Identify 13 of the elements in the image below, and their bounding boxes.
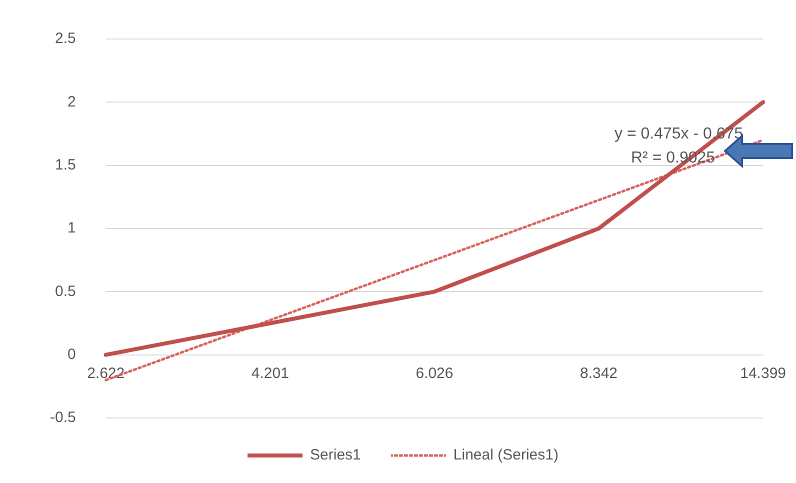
y-tick-label: 1: [68, 220, 76, 237]
x-tick-label: 6.026: [416, 364, 454, 382]
y-tick-label: 2.5: [54, 30, 76, 48]
y-tick-label: -0.5: [50, 409, 76, 426]
legend-label: Series1: [310, 446, 361, 464]
y-tick-label: 0.5: [54, 282, 76, 300]
x-tick-label: 8.342: [580, 364, 618, 382]
y-tick-label: 2: [68, 93, 76, 110]
y-tick-label: 0: [68, 346, 76, 363]
y-tick-label: 1.5: [54, 156, 76, 174]
x-tick-label: 4.201: [251, 364, 289, 382]
x-tick-label: 14.399: [740, 364, 786, 382]
legend-label: Lineal (Series1): [453, 446, 558, 464]
